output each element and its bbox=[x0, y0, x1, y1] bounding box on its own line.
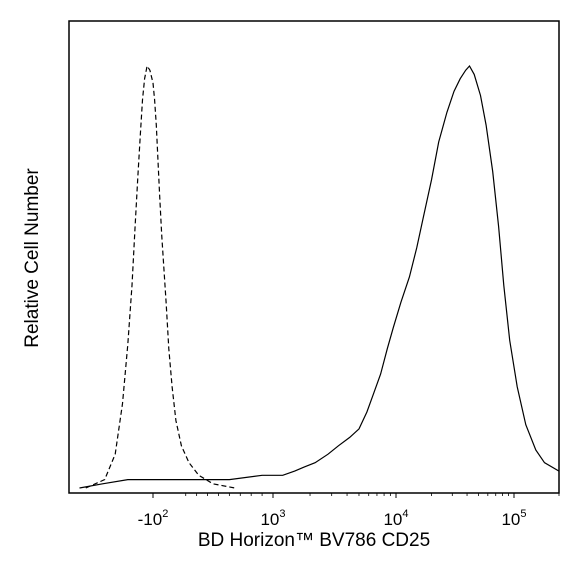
x-tick-label-base: 10 bbox=[501, 510, 520, 529]
x-tick-label-base: 10 bbox=[260, 510, 279, 529]
x-tick-label-exponent: 4 bbox=[402, 508, 408, 520]
x-tick-label: 104 bbox=[383, 508, 408, 529]
x-tick-label: 103 bbox=[260, 508, 285, 529]
x-tick-label: 105 bbox=[501, 508, 526, 529]
x-axis-ticks: -102 103 104 105 bbox=[138, 493, 560, 529]
x-tick-label-exponent: 3 bbox=[279, 508, 285, 520]
series-layer bbox=[79, 64, 560, 489]
y-axis-label: Relative Cell Number bbox=[22, 168, 43, 348]
series-line-dashed bbox=[85, 64, 235, 489]
x-tick-label: -102 bbox=[138, 508, 169, 529]
x-tick-label-base: 10 bbox=[383, 510, 402, 529]
series-line-solid bbox=[79, 64, 560, 489]
x-tick-label-exponent: 2 bbox=[162, 508, 168, 520]
plot-frame bbox=[68, 20, 560, 494]
x-axis-label: BD Horizon™ BV786 CD25 bbox=[198, 530, 430, 551]
x-tick-label-base: -10 bbox=[138, 510, 163, 529]
x-tick-label-exponent: 5 bbox=[520, 508, 526, 520]
